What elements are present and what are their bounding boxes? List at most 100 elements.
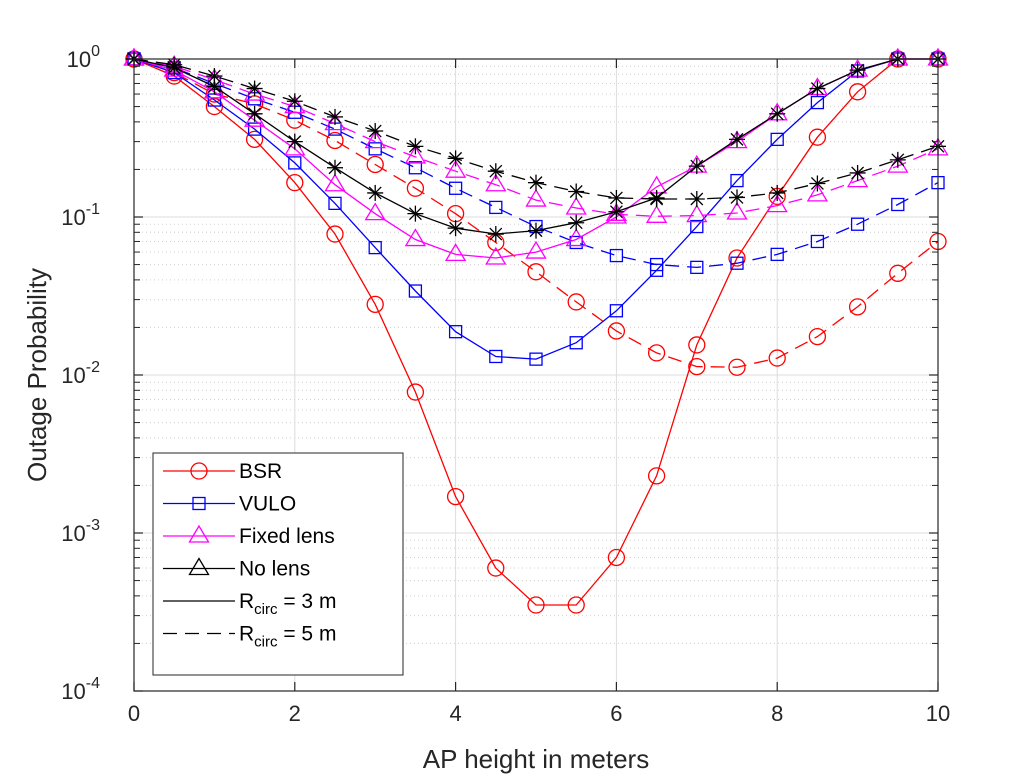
data-point-no-lens-3m: [769, 105, 786, 122]
data-point-bsr-3m: [607, 548, 626, 567]
data-point-vulo-3m: [730, 173, 744, 188]
data-point-fixed-lens-5m: [726, 201, 748, 220]
legend-entry: VULO: [163, 493, 296, 516]
data-point-vulo-3m: [690, 219, 704, 234]
data-point-vulo-3m: [368, 240, 382, 255]
x-tick-label: 6: [610, 701, 622, 726]
y-axis-label: Outage Probability: [22, 268, 52, 482]
data-point-no-lens-5m: [729, 189, 745, 206]
data-point-bsr-3m: [286, 173, 304, 192]
data-point-bsr-3m: [366, 295, 384, 313]
data-point-vulo-5m: [609, 248, 624, 263]
data-point-fixed-lens-5m: [243, 82, 266, 101]
data-point-bsr-3m: [446, 487, 465, 506]
data-point-fixed-lens-5m: [686, 204, 708, 223]
legend-entry: No lens: [163, 557, 310, 581]
data-point-vulo-5m: [690, 260, 704, 275]
data-point-no-lens-5m: [849, 164, 866, 181]
data-point-no-lens-5m: [367, 123, 384, 140]
data-point-vulo-5m: [368, 142, 382, 156]
legend-box: [152, 452, 404, 676]
data-point-vulo-5m: [408, 161, 423, 175]
data-point-no-lens-5m: [286, 93, 303, 110]
star-stroke: [368, 124, 382, 138]
data-point-fixed-lens-5m: [444, 159, 467, 178]
x-tick-label: 10: [926, 701, 950, 726]
data-point-vulo-5m: [489, 200, 503, 215]
data-point-no-lens-3m: [809, 80, 826, 97]
data-point-no-lens-5m: [206, 68, 223, 85]
star-stroke: [851, 63, 865, 77]
data-point-bsr-3m: [647, 467, 666, 485]
data-point-bsr-3m: [688, 336, 706, 354]
legend-entry: Fixed lens: [163, 524, 335, 548]
star-stroke: [529, 224, 543, 238]
star-stroke: [891, 153, 905, 167]
data-point-no-lens-5m: [648, 190, 665, 207]
data-point-bsr-5m: [768, 349, 786, 367]
data-point-fixed-lens-5m: [806, 183, 829, 202]
legend-label: BSR: [239, 460, 282, 483]
data-point-no-lens-5m: [688, 190, 705, 207]
star-stroke: [609, 191, 623, 205]
series-line-bsr-5m: [133, 58, 939, 368]
star-stroke: [207, 69, 221, 83]
data-point-bsr-5m: [728, 358, 746, 376]
star-stroke: [730, 190, 744, 204]
star-stroke: [609, 205, 623, 219]
data-point-fixed-lens-5m: [525, 188, 547, 207]
star-stroke: [770, 107, 784, 121]
y-tick-label: 100: [67, 43, 100, 72]
star-stroke: [810, 82, 824, 96]
star-stroke: [810, 177, 824, 190]
x-tick-label: 4: [449, 701, 461, 726]
data-point-no-lens-3m: [688, 158, 705, 175]
data-point-bsr-3m: [406, 383, 425, 401]
data-point-no-lens-5m: [447, 150, 464, 167]
data-point-no-lens-5m: [809, 175, 826, 192]
data-point-bsr-3m: [567, 596, 585, 614]
data-point-vulo-3m: [810, 95, 825, 110]
star-stroke: [288, 94, 302, 108]
star-stroke: [770, 186, 784, 200]
data-point-vulo-3m: [247, 122, 262, 136]
data-point-no-lens-3m: [246, 105, 263, 122]
data-point-bsr-3m: [527, 596, 545, 614]
legend-entry: Rcirc = 3 m: [163, 590, 336, 618]
data-point-vulo-5m: [850, 217, 865, 231]
data-point-no-lens-3m: [729, 131, 745, 148]
star-stroke: [167, 58, 181, 72]
data-point-no-lens-5m: [407, 138, 424, 155]
data-point-fixed-lens-3m: [525, 240, 547, 259]
data-point-vulo-5m: [891, 197, 905, 212]
data-point-no-lens-5m: [487, 163, 504, 180]
data-point-no-lens-3m: [849, 62, 866, 79]
data-point-no-lens-3m: [608, 203, 625, 220]
star-stroke: [328, 110, 342, 124]
data-point-vulo-5m: [730, 256, 744, 270]
series-line-bsr-3m: [133, 58, 938, 606]
data-point-bsr-5m: [567, 293, 585, 311]
star-stroke: [328, 161, 342, 175]
y-tick-label: 10-2: [61, 359, 100, 388]
x-tick-label: 0: [128, 701, 140, 726]
data-point-bsr-5m: [607, 322, 626, 340]
data-point-fixed-lens-3m: [364, 202, 386, 221]
star-stroke: [730, 132, 744, 146]
x-tick-label: 2: [289, 701, 301, 726]
star-stroke: [449, 151, 463, 165]
data-point-fixed-lens-3m: [324, 173, 346, 192]
star-stroke: [408, 139, 422, 153]
data-point-vulo-5m: [810, 234, 825, 249]
star-stroke: [569, 216, 583, 230]
data-point-no-lens-5m: [568, 183, 585, 200]
legend-marker: [188, 524, 210, 543]
data-point-fixed-lens-3m: [565, 228, 587, 247]
data-point-no-lens-3m: [447, 220, 464, 237]
series-no-lens-5m: [126, 51, 946, 207]
axes: 10-4 10-3 10-2 10-1 100 0 2 4 6 8 10: [61, 43, 950, 726]
data-point-no-lens-5m: [246, 80, 263, 97]
y-tick-label: 10-1: [61, 201, 100, 230]
data-point-vulo-5m: [770, 247, 784, 262]
